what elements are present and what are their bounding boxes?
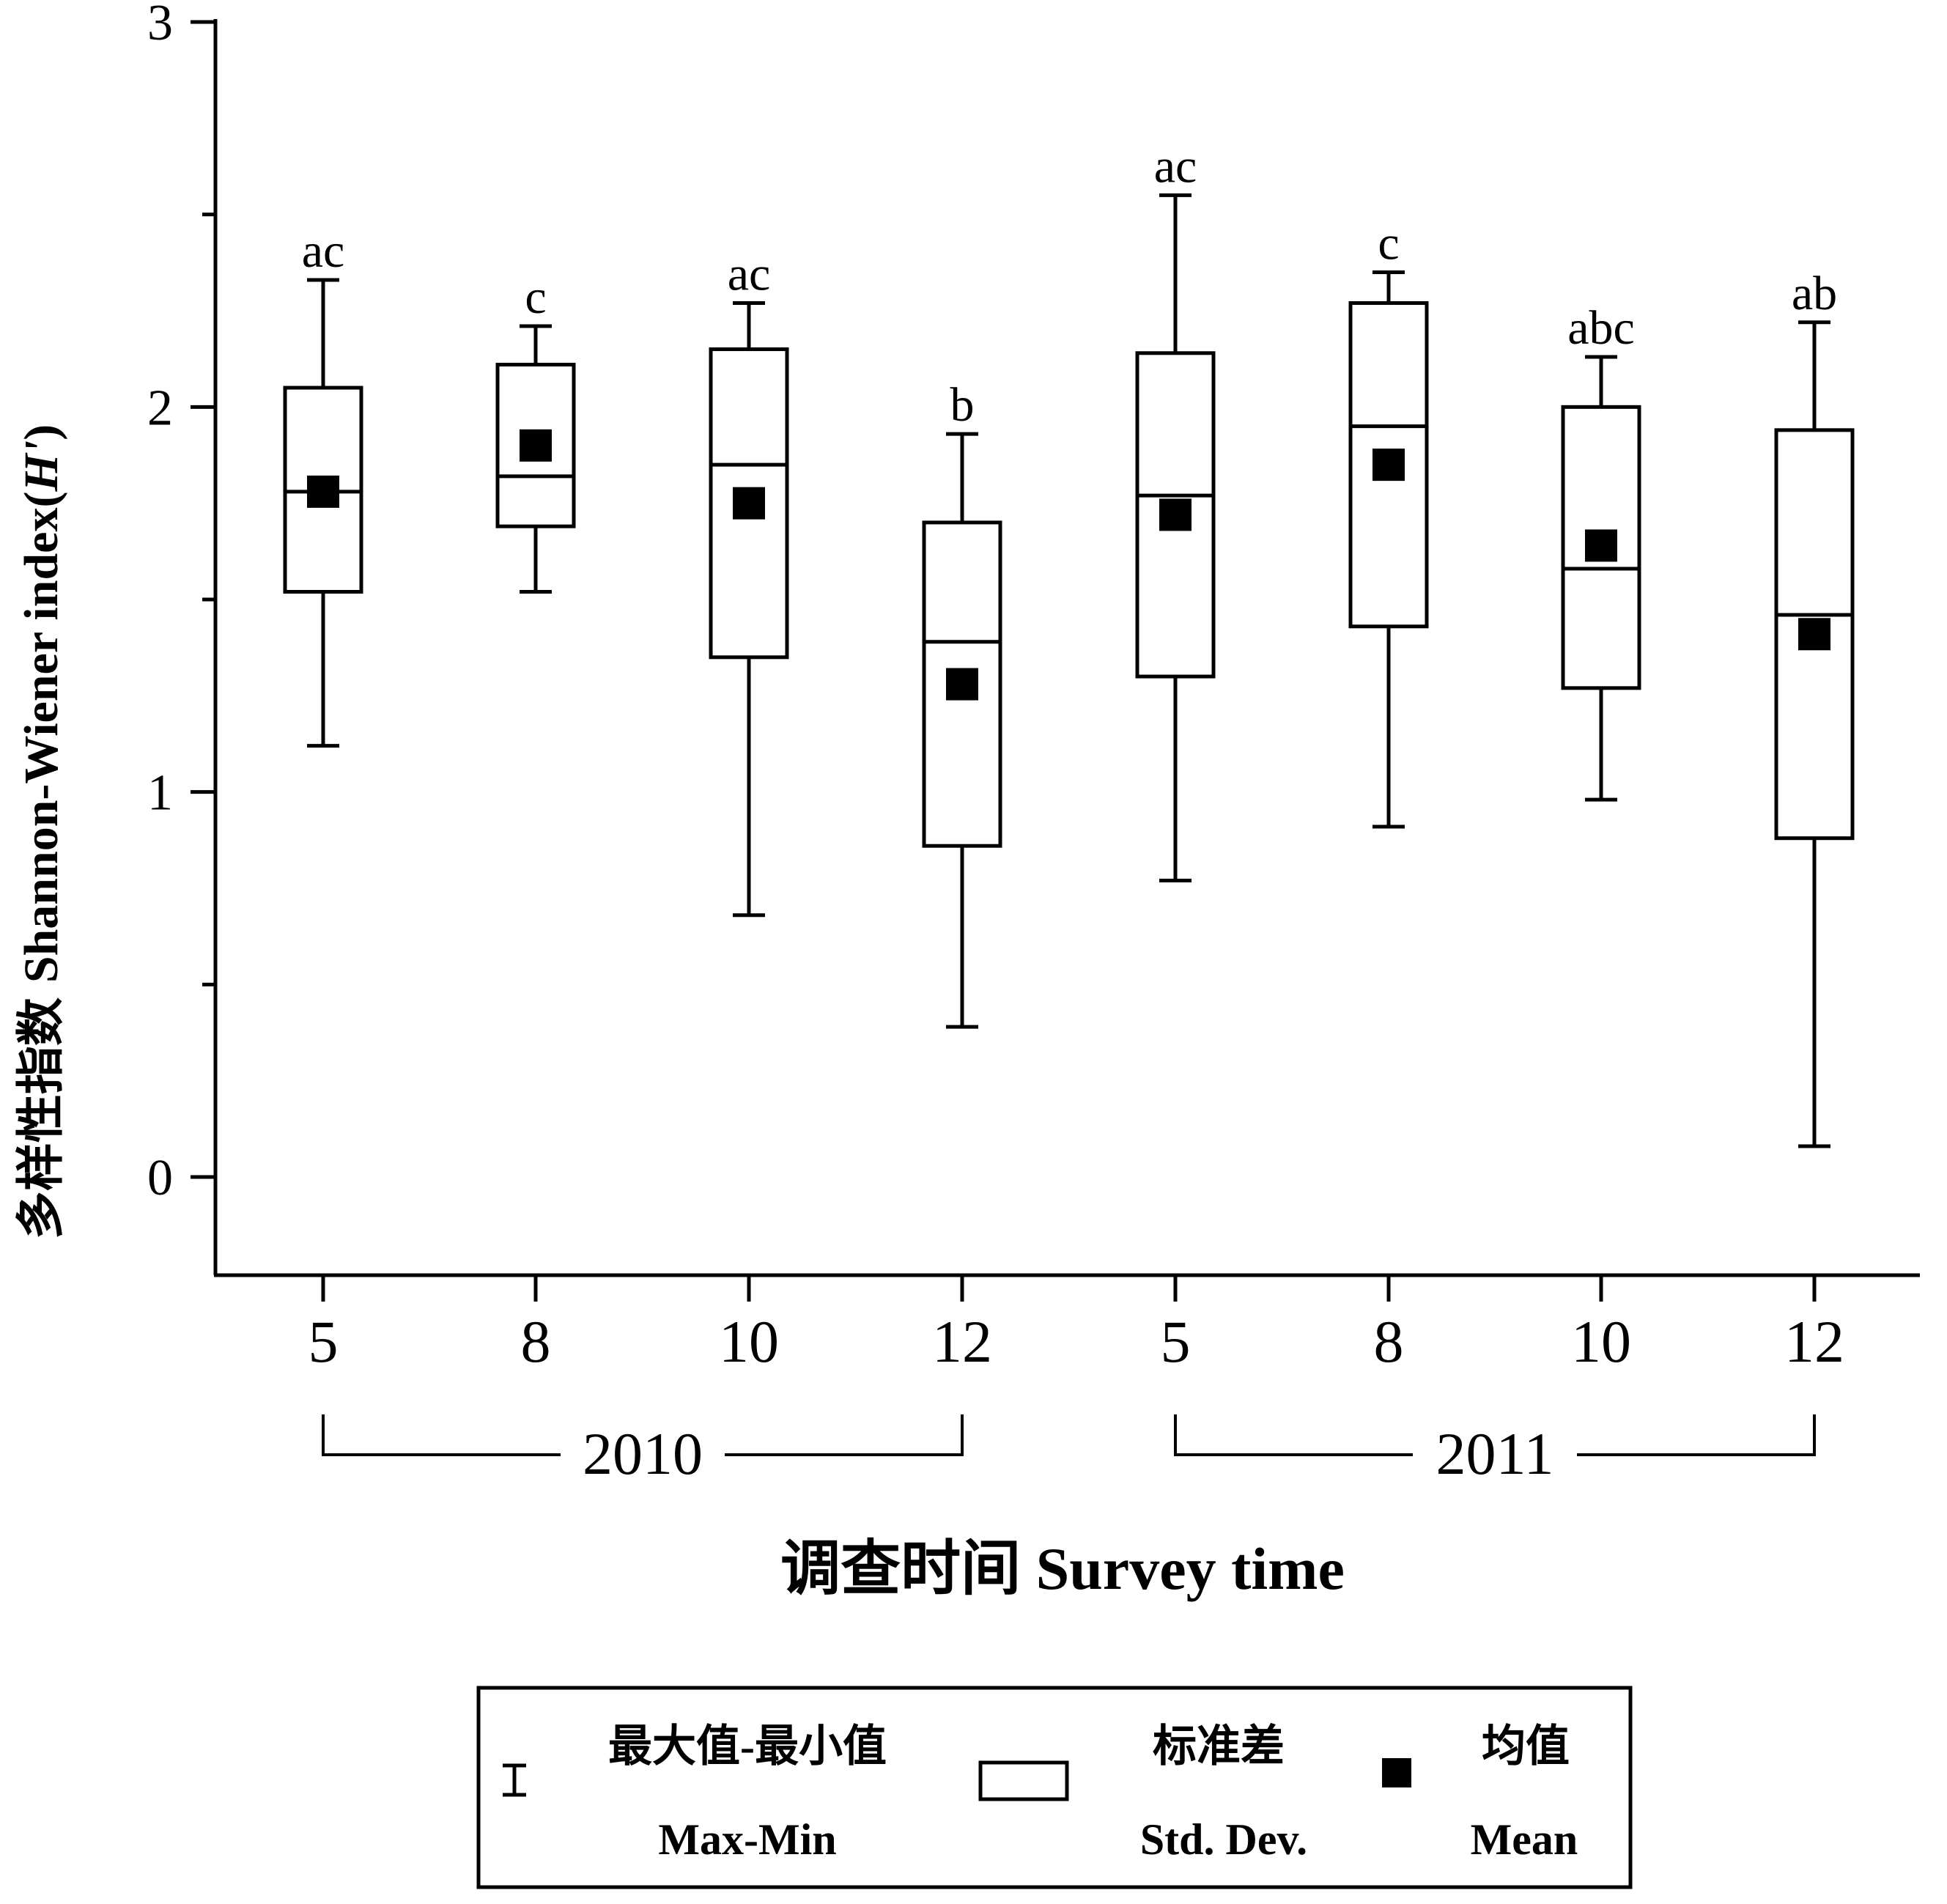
bracket-left (1174, 1414, 1413, 1456)
mean-marker (1798, 618, 1830, 651)
box-item: c (495, 270, 576, 594)
std-dev-box (1774, 428, 1855, 841)
year-group: 2011 (1174, 1414, 1816, 1487)
axes (213, 19, 1920, 1277)
std-dev-box (283, 385, 363, 594)
y-axis-label-en: Shannon-Wiener index( (15, 492, 68, 984)
significance-letter: ac (728, 247, 771, 300)
significance-letter: b (950, 378, 975, 432)
y-tick-label: 1 (147, 765, 173, 822)
significance-letter: c (1378, 216, 1399, 270)
mean-marker (1159, 498, 1192, 531)
std-dev-box (495, 363, 576, 528)
significance-letter: ab (1792, 267, 1837, 320)
boxes: ac c ac b ac c abc ab (283, 139, 1855, 1148)
legend-mean-en: Mean (1471, 1815, 1578, 1864)
legend-maxmin-icon (503, 1763, 526, 1797)
legend-mean-icon (1382, 1758, 1411, 1787)
x-tick-label: 12 (932, 1308, 992, 1375)
x-axis-label: 调查时间 Survey time (780, 1535, 1345, 1602)
x-tick-label: 5 (1161, 1308, 1191, 1375)
x-tick-label: 8 (1374, 1308, 1404, 1375)
mean-marker (520, 429, 552, 462)
legend-stddev-cn: 标准差 (1153, 1722, 1285, 1771)
x-ticks: 5 8 10 12 5 8 10 12 (309, 1275, 1844, 1375)
legend-mean-cn: 均值 (1482, 1722, 1570, 1771)
y-tick-label: 3 (147, 0, 173, 51)
box-item: abc (1561, 301, 1641, 802)
significance-letter: ac (302, 224, 345, 278)
mean-marker (946, 668, 978, 701)
box-item: b (922, 378, 1002, 1029)
legend-stddev-icon (978, 1760, 1069, 1801)
significance-letter: abc (1567, 301, 1635, 355)
year-label: 2011 (1436, 1420, 1554, 1487)
legend-maxmin-cn: 最大值-最小值 (608, 1722, 887, 1771)
box-item: ab (1774, 267, 1855, 1148)
y-axis-label-cn: 多样性指数 (15, 997, 68, 1239)
legend-stddev-en: Std. Dev. (1140, 1815, 1307, 1864)
legend: 最大值-最小值 Max-Min 标准差 Std. Dev. 均值 Mean (476, 1686, 1633, 1889)
box-item: ac (1135, 139, 1216, 882)
mean-marker (307, 475, 339, 508)
y-axis-label: 多样性指数 Shannon-Wiener index(H') (15, 424, 68, 1239)
significance-letter: ac (1154, 139, 1197, 193)
y-axis-label-symbol: H' (15, 440, 68, 492)
year-group: 2010 (322, 1414, 964, 1487)
x-tick-label: 5 (309, 1308, 339, 1375)
box-item: c (1348, 216, 1429, 829)
box-item: ac (709, 247, 789, 918)
year-groups: 2010 2011 (322, 1414, 1816, 1487)
significance-letter: c (525, 270, 546, 324)
y-ticks: 0 1 2 3 (147, 0, 215, 1206)
legend-frame (476, 1686, 1633, 1889)
year-label: 2010 (583, 1420, 703, 1487)
x-tick-label: 8 (521, 1308, 551, 1375)
bracket-left (322, 1414, 561, 1456)
mean-marker (1585, 529, 1617, 562)
mean-marker (1372, 449, 1405, 481)
x-tick-label: 12 (1784, 1308, 1844, 1375)
legend-maxmin-en: Max-Min (658, 1815, 836, 1864)
bracket-right (725, 1414, 964, 1456)
y-tick-label: 0 (147, 1150, 173, 1206)
y-axis-label-close: ) (15, 424, 68, 440)
y-tick-label: 2 (147, 380, 173, 436)
x-tick-label: 10 (1571, 1308, 1631, 1375)
bracket-right (1577, 1414, 1816, 1456)
x-tick-label: 10 (719, 1308, 779, 1375)
box-item: ac (283, 224, 363, 748)
mean-marker (733, 487, 765, 520)
